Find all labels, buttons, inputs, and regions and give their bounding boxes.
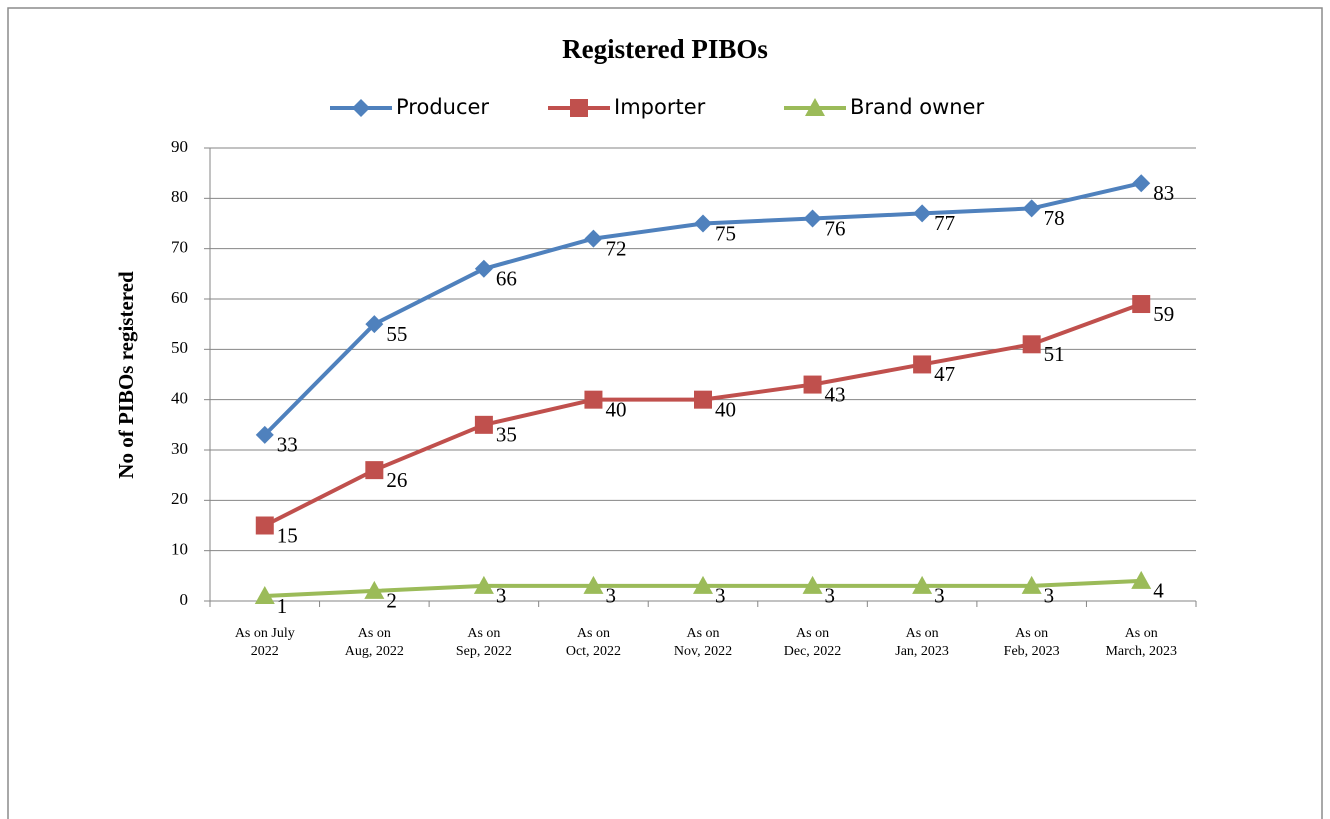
data-point xyxy=(365,315,384,334)
data-point xyxy=(693,575,713,594)
data-label: 55 xyxy=(386,322,407,346)
data-point xyxy=(474,415,493,434)
data-point xyxy=(803,375,822,394)
data-point xyxy=(1021,575,1042,594)
data-point xyxy=(583,575,604,594)
y-tick-label: 60 xyxy=(171,288,188,307)
y-tick-label: 0 xyxy=(180,590,189,609)
data-label: 51 xyxy=(1044,342,1065,366)
data-point xyxy=(803,209,822,228)
data-label: 15 xyxy=(277,523,298,547)
x-tick-label: As on Sep, 2022 xyxy=(455,626,512,659)
data-point xyxy=(584,390,603,409)
chart-title: Registered PIBOs xyxy=(562,34,768,64)
data-label: 3 xyxy=(605,584,616,608)
y-axis-label: No of PIBOs registered xyxy=(114,271,138,479)
data-label: 59 xyxy=(1153,302,1174,326)
y-tick-label: 70 xyxy=(171,238,188,257)
data-label: 3 xyxy=(825,584,836,608)
y-tick-label: 10 xyxy=(171,540,188,559)
data-point xyxy=(255,516,274,535)
data-label: 3 xyxy=(496,584,507,608)
x-tick-label: As on March, 2023 xyxy=(1105,626,1177,659)
data-label: 1 xyxy=(277,594,288,618)
data-label: 43 xyxy=(825,382,846,406)
data-label: 76 xyxy=(825,216,846,240)
x-tick-label: As on Nov, 2022 xyxy=(673,626,733,659)
y-tick-label: 40 xyxy=(171,389,188,408)
chart-frame xyxy=(7,7,1323,819)
data-point xyxy=(255,425,274,444)
data-point xyxy=(1022,335,1041,354)
data-label: 47 xyxy=(934,362,955,386)
data-point xyxy=(694,214,712,233)
data-point xyxy=(365,461,384,480)
data-point xyxy=(474,259,493,278)
data-point xyxy=(694,390,712,409)
data-label: 40 xyxy=(715,397,736,421)
data-label: 78 xyxy=(1044,206,1065,230)
legend-marker xyxy=(352,99,370,117)
data-label: 72 xyxy=(605,236,626,260)
legend-label: Importer xyxy=(614,95,706,119)
data-point xyxy=(364,580,385,599)
data-label: 83 xyxy=(1153,181,1174,205)
x-tick-label: As on July 2022 xyxy=(234,626,295,659)
x-tick-label: As on Oct, 2022 xyxy=(565,626,622,659)
x-tick-label: As on Aug, 2022 xyxy=(344,626,404,659)
data-point xyxy=(1131,570,1152,589)
data-point xyxy=(912,575,933,594)
data-label: 35 xyxy=(496,423,517,447)
data-label: 40 xyxy=(605,397,626,421)
data-label: 26 xyxy=(386,468,407,492)
x-tick-label: As on Feb, 2023 xyxy=(1003,626,1060,659)
x-tick-label: As on Jan, 2023 xyxy=(895,626,949,659)
data-label: 3 xyxy=(715,584,726,608)
data-point xyxy=(1022,199,1041,218)
data-label: 4 xyxy=(1153,579,1164,603)
data-point xyxy=(584,229,603,248)
data-label: 2 xyxy=(386,589,397,613)
data-label: 66 xyxy=(496,267,517,291)
data-point xyxy=(913,355,932,374)
data-label: 75 xyxy=(715,221,736,245)
data-point xyxy=(254,585,275,604)
legend-marker xyxy=(805,98,825,116)
data-point xyxy=(1132,174,1151,193)
x-tick-label: As on Dec, 2022 xyxy=(783,626,842,659)
data-label: 77 xyxy=(934,211,955,235)
data-point xyxy=(802,575,823,594)
legend-marker xyxy=(570,99,588,117)
data-label: 33 xyxy=(277,433,298,457)
legend-label: Producer xyxy=(396,95,489,119)
data-point xyxy=(913,204,932,223)
data-label: 3 xyxy=(1044,584,1055,608)
y-tick-label: 30 xyxy=(171,439,188,458)
y-tick-label: 50 xyxy=(171,338,188,357)
legend-label: Brand owner xyxy=(850,95,984,119)
data-point xyxy=(473,575,494,594)
data-point xyxy=(1132,295,1151,314)
data-label: 3 xyxy=(934,584,945,608)
y-tick-label: 90 xyxy=(171,137,188,156)
y-tick-label: 20 xyxy=(171,489,188,508)
y-tick-label: 80 xyxy=(171,187,188,206)
